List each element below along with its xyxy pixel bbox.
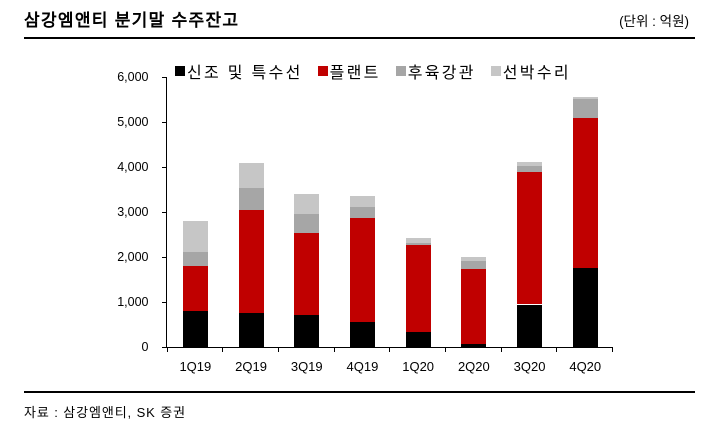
y-axis-tick — [161, 76, 167, 78]
footer-rule — [24, 391, 695, 393]
y-axis-tick-label: 5,000 — [117, 115, 149, 130]
bar-segment-4Q20-series3[interactable] — [572, 96, 598, 99]
x-axis-line — [166, 346, 614, 348]
x-axis-tick — [166, 348, 168, 352]
y-axis-tick-label: 1,000 — [117, 295, 149, 310]
bar-segment-1Q19-series1[interactable] — [182, 266, 208, 312]
bar-segment-3Q19-series2[interactable] — [294, 213, 320, 234]
bar-segment-4Q20-series1[interactable] — [572, 117, 598, 268]
bar-segment-2Q19-series0[interactable] — [238, 313, 264, 348]
bar-segment-3Q19-series1[interactable] — [294, 233, 320, 315]
legend-swatch-icon — [175, 66, 185, 76]
header-rule — [24, 37, 695, 39]
x-axis-tick — [500, 348, 502, 352]
bar-segment-2Q19-series1[interactable] — [238, 210, 264, 314]
y-axis-tick — [161, 346, 167, 348]
bar-segment-2Q20-series3[interactable] — [461, 257, 487, 262]
legend-swatch-icon — [490, 66, 501, 76]
bar-segment-2Q19-series3[interactable] — [238, 163, 264, 188]
x-axis-category-label: 3Q20 — [513, 359, 546, 375]
legend-item-3[interactable]: 선박수리 — [490, 59, 571, 83]
bar-segment-3Q20-series2[interactable] — [517, 165, 543, 172]
bar-segment-1Q20-series3[interactable] — [405, 238, 431, 243]
x-axis-tick — [445, 348, 446, 352]
x-axis-category-label: 1Q19 — [179, 359, 212, 375]
y-axis-tick — [161, 211, 167, 213]
y-axis-tick — [161, 301, 167, 303]
y-axis-tick — [161, 121, 167, 123]
bar-segment-3Q20-series0[interactable] — [517, 304, 543, 348]
x-axis-category-label: 2Q19 — [235, 359, 267, 375]
x-axis-category-label: 4Q20 — [569, 359, 602, 375]
bar-segment-4Q20-series0[interactable] — [572, 268, 598, 348]
x-axis-tick — [556, 348, 558, 352]
bar-segment-3Q20-series1[interactable] — [517, 171, 543, 305]
chart-legend: 신조 및 특수선 플랜트 후육강관 선박수리 — [175, 59, 571, 83]
bar-segment-2Q19-series2[interactable] — [238, 187, 264, 211]
x-axis-category-label: 2Q20 — [457, 359, 490, 375]
y-axis-tick-label: 4,000 — [117, 160, 149, 175]
bar-segment-1Q20-series2[interactable] — [405, 242, 431, 245]
chart-title: 삼강엠앤티 분기말 수주잔고 — [24, 11, 240, 30]
legend-label: 플랜트 — [329, 65, 381, 82]
bar-segment-1Q19-series3[interactable] — [182, 221, 208, 252]
bar-segment-1Q19-series2[interactable] — [182, 251, 208, 267]
bar-segment-1Q19-series0[interactable] — [182, 311, 208, 348]
legend-swatch-icon — [395, 66, 406, 76]
bar-segment-1Q20-series0[interactable] — [405, 331, 431, 348]
x-axis-category-label: 4Q19 — [346, 359, 379, 375]
bar-segment-2Q20-series2[interactable] — [461, 261, 487, 270]
y-axis-tick — [161, 166, 167, 168]
x-axis-tick — [277, 348, 279, 352]
bar-segment-4Q19-series1[interactable] — [349, 218, 375, 323]
unit-label: (단위 : 억원) — [619, 14, 689, 29]
legend-item-0[interactable]: 신조 및 특수선 — [175, 59, 303, 83]
bar-segment-3Q19-series3[interactable] — [294, 194, 320, 214]
x-axis-tick — [612, 348, 614, 352]
y-axis-tick — [161, 256, 167, 258]
x-axis-tick — [222, 348, 224, 352]
y-axis-tick-label: 0 — [141, 340, 149, 355]
y-axis-line — [166, 77, 168, 349]
bar-segment-4Q20-series2[interactable] — [572, 98, 598, 118]
legend-item-2[interactable]: 후육강관 — [395, 59, 476, 83]
y-axis-tick-label: 2,000 — [117, 250, 149, 265]
x-axis-tick — [333, 348, 335, 352]
y-axis-tick-label: 3,000 — [117, 205, 149, 220]
y-axis-tick-label: 6,000 — [117, 70, 149, 84]
legend-label: 후육강관 — [407, 65, 476, 82]
bar-segment-4Q19-series0[interactable] — [349, 322, 375, 348]
x-axis-tick — [389, 348, 391, 352]
legend-item-1[interactable]: 플랜트 — [317, 59, 381, 83]
legend-label: 선박수리 — [502, 65, 571, 82]
legend-label: 신조 및 특수선 — [187, 65, 303, 82]
bar-segment-2Q20-series0[interactable] — [461, 344, 487, 348]
x-axis-category-label: 1Q20 — [402, 359, 435, 375]
bar-segment-4Q19-series3[interactable] — [349, 196, 375, 207]
bar-segment-1Q20-series1[interactable] — [405, 244, 431, 332]
bar-segment-3Q19-series0[interactable] — [294, 314, 320, 348]
bar-segment-3Q20-series3[interactable] — [517, 161, 543, 166]
bar-segment-2Q20-series1[interactable] — [461, 269, 487, 345]
bar-segment-4Q19-series2[interactable] — [349, 206, 375, 218]
source-note: 자료 : 삼강엠앤티, SK 증권 — [24, 405, 186, 420]
x-axis-category-label: 3Q19 — [290, 359, 323, 375]
legend-swatch-icon — [317, 66, 328, 76]
